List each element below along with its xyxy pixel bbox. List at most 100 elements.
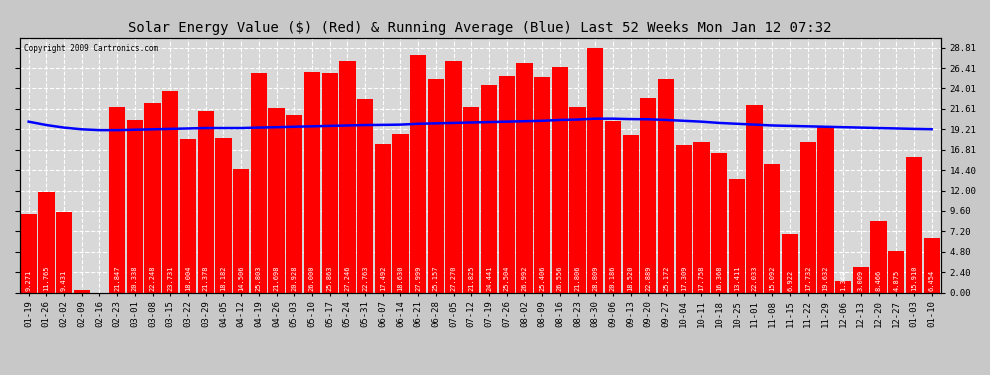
Bar xyxy=(516,63,533,292)
Text: 6.922: 6.922 xyxy=(787,270,793,291)
Text: 18.520: 18.520 xyxy=(628,266,634,291)
Text: 3.009: 3.009 xyxy=(857,270,864,291)
Text: 8.466: 8.466 xyxy=(875,270,881,291)
Bar xyxy=(198,111,214,292)
Text: 17.492: 17.492 xyxy=(380,266,386,291)
Text: 20.186: 20.186 xyxy=(610,266,616,291)
Text: 28.809: 28.809 xyxy=(592,266,598,291)
Bar xyxy=(870,220,887,292)
Text: 23.731: 23.731 xyxy=(167,266,173,291)
Bar xyxy=(782,234,798,292)
Bar xyxy=(675,146,692,292)
Text: 17.732: 17.732 xyxy=(805,266,811,291)
Text: 11.765: 11.765 xyxy=(44,266,50,291)
Bar xyxy=(463,107,479,292)
Bar xyxy=(180,140,196,292)
Text: 6.454: 6.454 xyxy=(929,270,935,291)
Text: 1.369: 1.369 xyxy=(841,270,846,291)
Bar xyxy=(587,48,603,292)
Text: 27.999: 27.999 xyxy=(415,266,421,291)
Bar xyxy=(481,85,497,292)
Text: 13.411: 13.411 xyxy=(734,266,740,291)
Bar xyxy=(551,67,568,292)
Bar xyxy=(818,126,834,292)
Text: Copyright 2009 Cartronics.com: Copyright 2009 Cartronics.com xyxy=(25,44,158,53)
Text: 21.806: 21.806 xyxy=(574,266,580,291)
Bar xyxy=(392,134,409,292)
Bar xyxy=(658,78,674,292)
Text: 9.431: 9.431 xyxy=(61,270,67,291)
Text: 25.157: 25.157 xyxy=(433,266,439,291)
Text: 17.309: 17.309 xyxy=(681,266,687,291)
Text: 25.863: 25.863 xyxy=(327,266,333,291)
Text: 25.172: 25.172 xyxy=(663,266,669,291)
Bar xyxy=(410,54,427,292)
Text: 20.928: 20.928 xyxy=(291,266,297,291)
Bar xyxy=(835,281,851,292)
Bar xyxy=(286,115,302,292)
Text: 18.630: 18.630 xyxy=(397,266,404,291)
Bar xyxy=(127,120,143,292)
Bar xyxy=(693,141,710,292)
Text: 17.758: 17.758 xyxy=(699,266,705,291)
Bar xyxy=(906,157,922,292)
Bar xyxy=(55,212,72,292)
Text: 4.875: 4.875 xyxy=(893,270,899,291)
Bar xyxy=(233,169,249,292)
Text: 22.763: 22.763 xyxy=(362,266,368,291)
Bar xyxy=(623,135,639,292)
Text: 19.632: 19.632 xyxy=(823,266,829,291)
Text: 25.803: 25.803 xyxy=(255,266,261,291)
Text: 20.338: 20.338 xyxy=(132,266,138,291)
Text: 15.092: 15.092 xyxy=(769,266,775,291)
Bar xyxy=(304,72,320,292)
Bar xyxy=(340,61,355,292)
Text: 25.504: 25.504 xyxy=(504,266,510,291)
Text: 24.441: 24.441 xyxy=(486,266,492,291)
Text: 22.248: 22.248 xyxy=(149,266,155,291)
Bar xyxy=(357,99,373,292)
Text: 26.000: 26.000 xyxy=(309,266,315,291)
Text: 26.992: 26.992 xyxy=(522,266,528,291)
Bar xyxy=(852,267,869,292)
Bar xyxy=(73,290,90,292)
Bar xyxy=(162,91,178,292)
Bar xyxy=(534,76,550,292)
Text: 15.910: 15.910 xyxy=(911,266,917,291)
Text: 18.182: 18.182 xyxy=(221,266,227,291)
Bar xyxy=(729,178,745,292)
Bar xyxy=(605,121,621,292)
Text: 26.556: 26.556 xyxy=(556,266,563,291)
Text: 21.698: 21.698 xyxy=(273,266,279,291)
Bar xyxy=(764,164,780,292)
Bar xyxy=(746,105,762,292)
Text: 18.004: 18.004 xyxy=(185,266,191,291)
Bar xyxy=(924,238,940,292)
Title: Solar Energy Value ($) (Red) & Running Average (Blue) Last 52 Weeks Mon Jan 12 0: Solar Energy Value ($) (Red) & Running A… xyxy=(129,21,832,35)
Bar xyxy=(499,76,515,292)
Text: 27.270: 27.270 xyxy=(450,266,456,291)
Bar xyxy=(215,138,232,292)
Text: 25.406: 25.406 xyxy=(540,266,545,291)
Bar xyxy=(250,73,267,292)
Bar xyxy=(374,144,391,292)
Bar xyxy=(641,98,656,292)
Bar xyxy=(322,73,338,292)
Bar xyxy=(39,192,54,292)
Text: 21.825: 21.825 xyxy=(468,266,474,291)
Bar xyxy=(711,153,728,292)
Bar xyxy=(268,108,285,292)
Bar xyxy=(446,61,461,292)
Bar xyxy=(21,214,37,292)
Text: 14.506: 14.506 xyxy=(239,266,245,291)
Text: 22.889: 22.889 xyxy=(645,266,651,291)
Bar xyxy=(145,104,160,292)
Text: 21.847: 21.847 xyxy=(114,266,120,291)
Text: 21.378: 21.378 xyxy=(203,266,209,291)
Bar xyxy=(428,79,445,292)
Text: 9.271: 9.271 xyxy=(26,270,32,291)
Text: 16.368: 16.368 xyxy=(716,266,722,291)
Text: 27.246: 27.246 xyxy=(345,266,350,291)
Bar xyxy=(109,107,126,292)
Bar xyxy=(888,251,905,292)
